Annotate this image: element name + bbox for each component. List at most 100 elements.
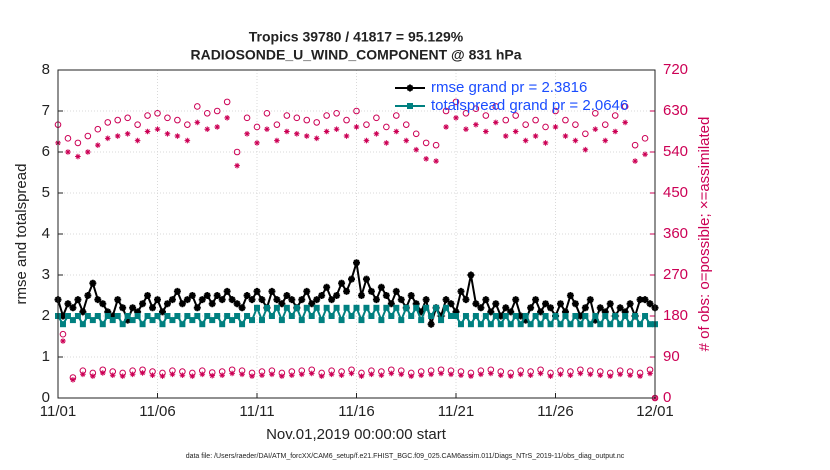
point — [427, 320, 435, 328]
point — [517, 371, 524, 378]
point — [363, 137, 370, 144]
point — [597, 372, 604, 379]
point — [497, 321, 504, 328]
point — [114, 313, 121, 319]
point — [264, 126, 270, 133]
point — [194, 103, 201, 110]
point — [368, 313, 375, 319]
point — [283, 292, 291, 299]
point — [631, 141, 639, 149]
point — [104, 135, 111, 142]
y2-tick-label: 630 — [663, 102, 688, 119]
point — [572, 121, 579, 128]
point — [139, 321, 146, 328]
point — [626, 300, 634, 308]
point — [522, 313, 529, 319]
point — [114, 116, 121, 124]
y-tick-label: 0 — [42, 389, 50, 406]
point — [413, 146, 419, 153]
point — [269, 371, 275, 378]
point — [64, 135, 72, 142]
point — [249, 373, 255, 379]
point — [294, 130, 300, 137]
point — [99, 370, 106, 376]
y2-tick-label: 540 — [663, 143, 688, 160]
point — [308, 300, 316, 308]
point — [596, 304, 604, 312]
y-axis-label: rmse and totalspread — [13, 164, 30, 305]
y-tick-label: 4 — [42, 225, 50, 242]
point — [353, 107, 360, 115]
point — [239, 321, 246, 328]
point — [392, 287, 400, 295]
point — [532, 116, 539, 124]
point — [587, 371, 594, 378]
point — [417, 308, 425, 316]
point — [612, 128, 618, 135]
point — [577, 370, 584, 377]
point — [338, 279, 346, 287]
y2-tick-label: 90 — [663, 348, 680, 365]
point — [134, 308, 142, 316]
point — [636, 296, 644, 304]
point — [442, 107, 450, 115]
point — [273, 121, 281, 128]
point — [412, 300, 420, 308]
point — [566, 292, 574, 299]
point — [402, 121, 410, 128]
point — [144, 313, 151, 319]
point — [199, 371, 206, 378]
point — [487, 321, 494, 328]
point — [387, 300, 395, 308]
chart-title: Tropics 39780 / 41817 = 95.129% — [249, 29, 464, 45]
y2-axis-label: # of obs: o=possible; ×=assimilated — [696, 117, 713, 352]
point — [572, 313, 579, 319]
y-tick-label: 5 — [42, 184, 50, 201]
point — [428, 371, 434, 378]
point — [452, 98, 460, 106]
point — [303, 304, 310, 311]
point — [323, 283, 331, 291]
point — [393, 112, 400, 119]
point — [243, 114, 251, 122]
point — [393, 128, 400, 135]
point — [607, 321, 614, 328]
point — [268, 313, 275, 319]
point — [183, 296, 191, 304]
point — [168, 296, 176, 304]
point — [228, 296, 236, 304]
point — [532, 313, 539, 319]
x-tick-label: 11/16 — [338, 403, 374, 420]
point — [224, 115, 230, 121]
y2-tick-label: 270 — [663, 266, 688, 283]
point — [348, 370, 355, 377]
point — [274, 137, 280, 144]
point — [452, 308, 460, 316]
point — [254, 140, 260, 146]
point — [582, 146, 589, 153]
point — [388, 313, 395, 319]
point — [547, 304, 555, 312]
point — [303, 133, 310, 139]
point — [448, 313, 455, 319]
point — [129, 371, 136, 378]
point — [646, 300, 654, 308]
y-tick-label: 8 — [42, 61, 50, 78]
point — [85, 149, 91, 155]
point — [353, 259, 360, 267]
point — [333, 109, 340, 117]
point — [542, 313, 549, 319]
point — [507, 308, 515, 316]
legend-label: totalspread grand pr = 2.0646 — [431, 97, 628, 114]
point — [213, 292, 221, 299]
point — [298, 317, 305, 324]
point — [552, 107, 559, 115]
point — [542, 123, 549, 131]
point — [94, 125, 102, 133]
point — [298, 296, 306, 304]
point — [278, 317, 285, 324]
point — [408, 313, 415, 319]
point — [278, 300, 286, 308]
point — [318, 373, 325, 379]
